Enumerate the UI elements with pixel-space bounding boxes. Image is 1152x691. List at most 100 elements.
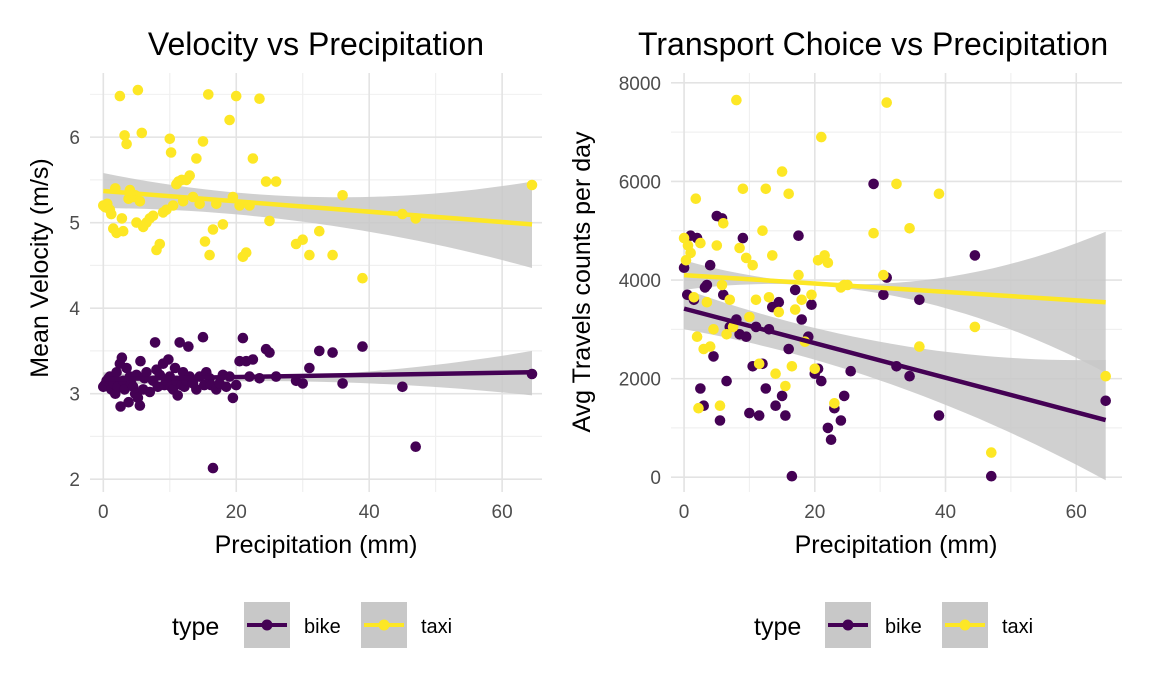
data-point-taxi bbox=[136, 127, 148, 139]
data-point-taxi bbox=[881, 97, 892, 108]
data-point-taxi bbox=[701, 296, 713, 308]
confidence-bands bbox=[103, 173, 533, 396]
data-point-bike bbox=[149, 337, 161, 348]
data-point-bike bbox=[123, 396, 134, 408]
data-point-bike bbox=[314, 345, 325, 357]
data-point-bike bbox=[721, 375, 732, 387]
data-point-taxi bbox=[904, 223, 915, 234]
data-point-bike bbox=[868, 178, 879, 190]
tick-labels: 0 20 40 60 0 2000 4000 6000 8000 bbox=[619, 74, 1087, 523]
trend-line-taxi bbox=[103, 188, 533, 227]
data-point-taxi bbox=[724, 294, 736, 306]
data-point-taxi bbox=[165, 147, 177, 158]
data-point-taxi bbox=[809, 363, 821, 375]
data-point-taxi bbox=[114, 90, 126, 102]
y-tick-label: 6000 bbox=[619, 172, 661, 193]
x-tick-label: 60 bbox=[492, 502, 513, 523]
data-point-bike bbox=[297, 378, 309, 389]
trend-line-taxi bbox=[683, 272, 1106, 305]
data-point-bike bbox=[780, 410, 791, 421]
legend-label-taxi: taxi bbox=[1002, 616, 1033, 638]
x-tick-label: 0 bbox=[98, 502, 109, 523]
data-point-taxi bbox=[230, 90, 242, 102]
data-point-bike bbox=[786, 470, 798, 482]
data-point-taxi bbox=[691, 331, 703, 343]
x-axis-title: Precipitation (mm) bbox=[795, 531, 998, 559]
legend-title: type bbox=[754, 613, 801, 641]
data-point-bike bbox=[197, 331, 209, 343]
y-tick-label: 5 bbox=[69, 214, 80, 235]
data-point-taxi bbox=[260, 176, 272, 187]
data-point-taxi bbox=[750, 294, 762, 306]
data-point-bike bbox=[337, 378, 348, 389]
data-point-taxi bbox=[164, 133, 176, 145]
data-point-bike bbox=[163, 354, 174, 365]
transport-panel: Transport Choice vs Precipitation 0 20 40 6… bbox=[568, 26, 1122, 559]
data-point-bike bbox=[230, 379, 242, 391]
legend-title: type bbox=[172, 613, 219, 641]
data-point-bike bbox=[737, 232, 749, 244]
data-point-bike bbox=[134, 400, 146, 411]
y-tick-label: 2 bbox=[69, 470, 80, 491]
x-tick-label: 40 bbox=[359, 502, 380, 523]
data-point-bike bbox=[986, 470, 997, 482]
data-point-taxi bbox=[693, 402, 704, 414]
data-point-taxi bbox=[116, 213, 128, 224]
data-point-bike bbox=[969, 250, 981, 261]
legend-key-taxi bbox=[942, 602, 988, 648]
data-point-taxi bbox=[753, 358, 765, 370]
data-point-taxi bbox=[203, 89, 214, 100]
data-point-taxi bbox=[117, 225, 129, 237]
data-point-taxi bbox=[986, 447, 997, 458]
data-point-bike bbox=[115, 401, 126, 412]
gridlines bbox=[90, 73, 542, 492]
legend-label-bike: bike bbox=[885, 616, 922, 638]
data-point-taxi bbox=[891, 178, 902, 190]
data-point-bike bbox=[221, 381, 232, 393]
data-point-bike bbox=[172, 390, 183, 401]
data-point-taxi bbox=[147, 210, 159, 222]
data-point-taxi bbox=[757, 225, 768, 236]
data-point-bike bbox=[397, 381, 408, 393]
data-point-taxi bbox=[167, 200, 179, 211]
legend-key-dot bbox=[378, 619, 390, 631]
data-point-bike bbox=[357, 341, 368, 352]
data-point-bike bbox=[776, 390, 788, 402]
data-point-bike bbox=[835, 415, 847, 426]
data-point-taxi bbox=[789, 304, 801, 315]
confidence-bands bbox=[684, 231, 1106, 481]
data-point-taxi bbox=[224, 114, 235, 126]
data-point-taxi bbox=[1100, 370, 1111, 382]
data-point-taxi bbox=[734, 242, 745, 254]
data-point-bike bbox=[207, 462, 219, 474]
trend-lines bbox=[683, 272, 1107, 423]
data-point-taxi bbox=[806, 289, 817, 301]
data-point-taxi bbox=[204, 249, 215, 261]
data-point-taxi bbox=[194, 198, 205, 210]
data-point-taxi bbox=[254, 93, 265, 104]
confidence-band-bike bbox=[103, 350, 533, 396]
data-point-bike bbox=[822, 422, 834, 434]
y-tick-label: 3 bbox=[69, 385, 80, 406]
data-point-bike bbox=[760, 383, 772, 394]
data-point-bike bbox=[144, 386, 156, 398]
data-point-bike bbox=[695, 383, 706, 394]
legend-left: type bike taxi bbox=[172, 602, 452, 648]
data-point-bike bbox=[704, 259, 716, 271]
confidence-band-taxi bbox=[684, 231, 1106, 373]
data-point-bike bbox=[708, 351, 719, 362]
data-point-taxi bbox=[270, 176, 282, 187]
data-point-bike bbox=[914, 294, 925, 306]
data-point-bike bbox=[327, 347, 338, 358]
data-point-taxi bbox=[786, 361, 798, 372]
data-point-bike bbox=[806, 299, 817, 311]
data-points bbox=[678, 94, 1111, 482]
legend-key-dot bbox=[261, 619, 273, 631]
data-point-taxi bbox=[191, 153, 202, 164]
data-point-bike bbox=[740, 331, 752, 343]
data-points bbox=[98, 84, 538, 474]
y-tick-label: 4 bbox=[69, 299, 80, 320]
trend-line-bike bbox=[103, 370, 533, 382]
data-point-bike bbox=[247, 354, 259, 365]
data-point-taxi bbox=[740, 252, 752, 264]
